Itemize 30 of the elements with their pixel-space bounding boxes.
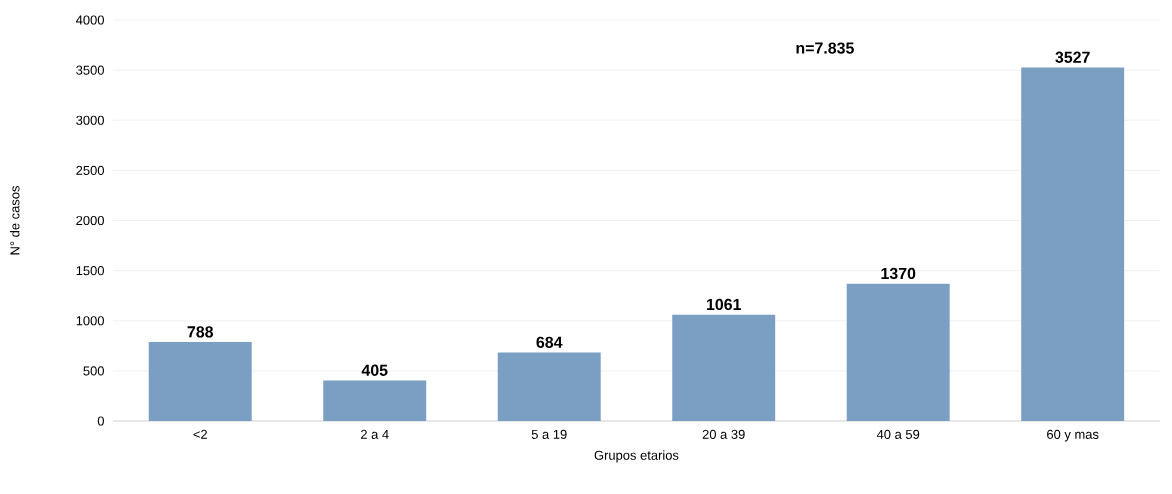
data-label: 788 [187,326,214,338]
bar [1021,67,1125,421]
y-axis-title: N° de casos [9,185,20,255]
data-label: 405 [361,364,388,376]
bar [497,352,601,421]
bar [323,380,427,421]
x-tick-label: 40 a 59 [876,429,920,439]
annotation: n=7.835 [796,42,854,54]
x-tick-label: <2 [193,429,207,439]
y-tick-label: 1000 [76,316,104,326]
x-tick-label: 60 y mas [1047,429,1099,442]
bar [148,342,252,421]
bar [846,283,950,421]
bar [672,314,776,421]
y-tick-label: 2000 [76,215,104,226]
x-axis-title: Grupos etarios [594,450,679,463]
y-tick-label: 3500 [76,65,104,75]
x-tick-label: 20 a 39 [702,429,745,439]
y-tick-label: 3000 [76,115,104,125]
y-tick-label: 0 [97,416,104,426]
data-label: 1370 [881,267,916,280]
y-tick-label: 4000 [75,15,104,25]
data-label: 3527 [1055,51,1090,63]
data-label: 1061 [706,298,741,311]
y-tick-label: 1500 [76,266,104,276]
y-tick-label: 2500 [76,165,104,175]
x-tick-label: 2 a 4 [360,429,389,439]
data-label: 684 [536,336,563,348]
y-tick-label: 500 [83,366,104,376]
x-tick-label: 5 a 19 [531,429,567,439]
